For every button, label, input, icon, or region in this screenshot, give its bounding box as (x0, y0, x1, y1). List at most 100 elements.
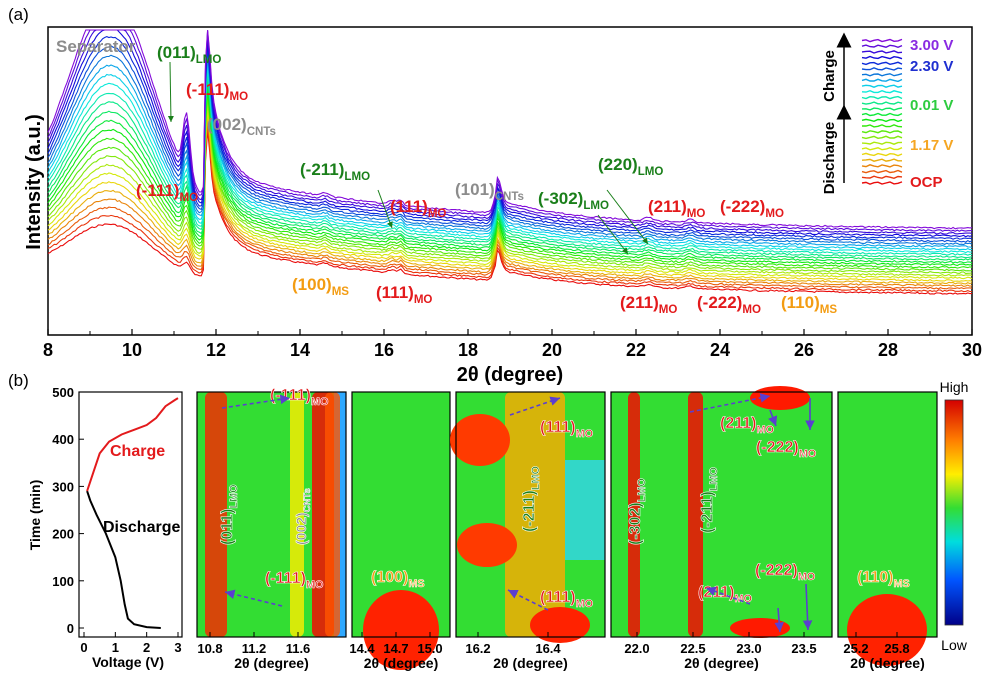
contour-tick-label: 16.4 (535, 641, 561, 656)
contour-tick-label: 14.7 (383, 641, 408, 656)
xrd-series-line (47, 80, 973, 264)
contour-map: 14.4 14.7 15.02θ (degree) (100)MS (349, 391, 451, 671)
contour-tick-label: 25.2 (843, 641, 868, 656)
xrd-peak-label: (-111)MO (186, 80, 248, 103)
xrd-series-line (47, 29, 973, 232)
legend-charge-label: Charge (821, 50, 838, 102)
voltage-x-axis-label: Voltage (V) (92, 654, 164, 670)
contour-band (325, 392, 340, 637)
voltage-ticks: 0 1 2 3 0 100 200 300 400 500 (52, 385, 181, 655)
contour-hotspot (847, 594, 927, 666)
legend-swatch (861, 181, 903, 185)
contour-band (290, 392, 304, 637)
xrd-peak-label: (002)CNTs (207, 115, 276, 138)
contour-tick-label: 11.2 (242, 641, 267, 656)
legend-swatch (861, 55, 903, 60)
panel-label-b: (b) (8, 371, 29, 390)
peak-pointer-arrow (774, 607, 784, 633)
voltage-y-tick-label: 0 (67, 621, 74, 636)
xrd-series-line (47, 96, 973, 275)
shift-arrow (507, 589, 549, 611)
contour-peak-label: (110)MS (857, 569, 910, 590)
xrd-x-axis-label: 2θ (degree) (457, 364, 563, 386)
xrd-series-line (47, 36, 973, 240)
xrd-tick-label: 14 (290, 340, 310, 360)
contour-peak-label: (-211)LMO (521, 466, 542, 532)
voltage-x-tick-label: 3 (174, 640, 181, 655)
xrd-peak-label: (211)MO (620, 293, 677, 316)
xrd-series-line (47, 93, 973, 272)
xrd-peak-arrow (167, 61, 174, 123)
legend-swatch (861, 130, 903, 134)
xrd-peak-label: (211)MO (648, 197, 705, 220)
contour-band (628, 392, 640, 637)
xrd-series-line (47, 51, 973, 246)
contour-hotspot (530, 607, 590, 643)
xrd-tick-label: 16 (374, 340, 394, 360)
xrd-series-line (47, 118, 973, 287)
legend-swatch (861, 152, 903, 157)
shift-arrow (224, 589, 283, 607)
contour-band (205, 392, 227, 637)
contour-peak-label: (111)MO (540, 589, 593, 610)
legend-swatch (861, 158, 902, 162)
xrd-peak-label: (-211)LMO (300, 160, 370, 183)
contour-tick-label: 10.8 (197, 641, 222, 656)
xrd-tick-label: 30 (962, 340, 982, 360)
xrd-peak-label: (111)MO (390, 197, 446, 220)
legend-swatch (861, 107, 903, 111)
legend-swatch (861, 169, 903, 174)
xrd-peak-label: (110)MS (781, 293, 837, 316)
xrd-tick-label: 18 (458, 340, 478, 360)
contour-map: 25.2 25.82θ (degree) (110)MS (837, 391, 938, 671)
xrd-series-line (47, 29, 973, 238)
contour-tick-label: 14.4 (349, 641, 375, 656)
contour-peak-label: (002)CNTs (293, 488, 313, 545)
xrd-peak-arrow (597, 214, 629, 255)
voltage-x-tick-label: 2 (143, 640, 150, 655)
legend-swatch (861, 38, 903, 43)
contour-peak-label: (011)LMO (219, 484, 240, 545)
xrd-tick-label: 28 (878, 340, 898, 360)
xrd-peak-label: (-222)MO (697, 293, 761, 316)
contour-tick-label: 22.0 (624, 641, 649, 656)
colorbar-high-label: High (940, 379, 969, 395)
contour-peak-label: (-222)MO (756, 439, 816, 460)
xrd-x-ticks: 8 10 12 14 16 18 20 22 24 26 28 30 (43, 329, 982, 360)
contour-tick-label: 22.5 (680, 641, 705, 656)
contour-frame (837, 391, 938, 638)
shift-arrow (509, 396, 561, 416)
xrd-series-line (47, 125, 972, 293)
xrd-series-line (47, 29, 973, 235)
legend-swatch (861, 118, 903, 123)
xrd-peak-label: (-222)MO (720, 197, 784, 220)
voltage-y-tick-label: 400 (52, 432, 74, 447)
voltage-plot-frame (78, 391, 183, 638)
xrd-series-line (47, 114, 973, 285)
voltage-y-tick-label: 200 (52, 527, 74, 542)
xrd-tick-label: 26 (794, 340, 814, 360)
legend-entry-label: 0.01 V (910, 97, 953, 114)
xrd-series-line (47, 85, 973, 267)
xrd-series-line (47, 56, 973, 248)
xrd-tick-label: 10 (122, 340, 142, 360)
legend-entry-label: 2.30 V (910, 58, 953, 75)
contour-hotspot (450, 414, 510, 466)
contour-peak-label: (-222)MO (755, 562, 815, 583)
peak-pointer-arrow (802, 583, 813, 631)
contour-tick-label: 25.8 (884, 641, 909, 656)
xrd-peak-arrow (606, 189, 649, 245)
legend-entry-label: OCP (910, 174, 943, 191)
legend-swatch (861, 112, 903, 117)
xrd-curves (47, 29, 973, 295)
contour-hotspot (730, 618, 790, 638)
operando-panel: 0 1 2 3 0 100 200 300 400 500 Charge Discharge Vo… (27, 379, 968, 671)
legend-swatch (861, 175, 903, 180)
shift-arrow (705, 586, 751, 605)
xrd-peak-label: (100)MS (292, 275, 349, 298)
voltage-y-axis-label: Time (min) (27, 480, 43, 551)
xrd-tick-label: 12 (206, 340, 226, 360)
xrd-series-line (47, 122, 973, 290)
xrd-peak-label: (-302)LMO (538, 189, 609, 212)
legend-swatch (861, 50, 903, 54)
